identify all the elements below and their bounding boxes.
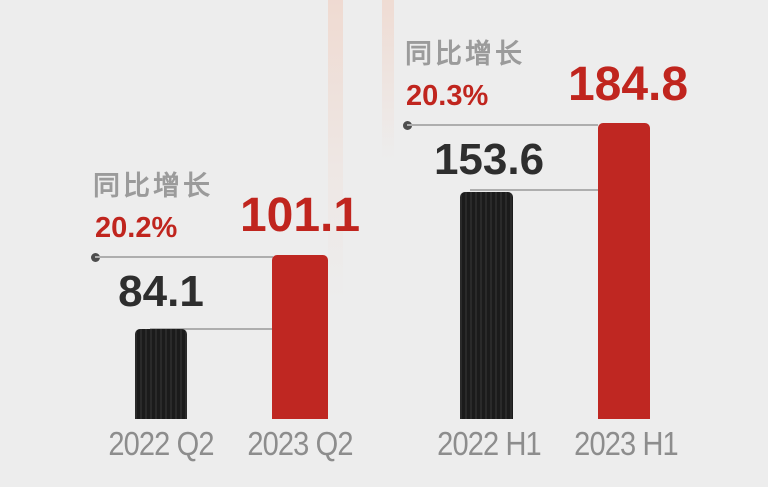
value-label-2022-h1: 153.6: [433, 135, 545, 184]
axis-label-2022-h1: 2022 H1: [437, 425, 542, 462]
yoy-growth-percent-q2: 20.2%: [95, 212, 178, 244]
value-label-2023-h1: 184.8: [567, 58, 689, 111]
bar-2022-h1: [460, 192, 513, 419]
axis-label-2023-q2: 2023 Q2: [247, 425, 353, 462]
leader-line-2022-h1: [470, 189, 598, 191]
bar-2023-q2: [272, 255, 328, 419]
axis-label-2023-h1: 2023 H1: [574, 425, 679, 462]
value-label-2022-q2: 84.1: [118, 267, 204, 316]
watermark-stripe: [328, 0, 343, 300]
leader-line-2022-q2: [150, 328, 273, 330]
yoy-growth-label-q2: 同比增长: [93, 171, 213, 201]
yoy-growth-label-h1: 同比增长: [405, 39, 525, 69]
axis-label-2022-q2: 2022 Q2: [108, 425, 214, 462]
yoy-growth-percent-h1: 20.3%: [406, 80, 489, 112]
leader-line-2023-h1: [407, 124, 598, 126]
leader-line-2023-q2: [95, 256, 273, 258]
bar-2023-h1: [598, 123, 650, 419]
watermark-stripe: [382, 0, 394, 160]
bar-2022-q2: [135, 329, 187, 419]
value-label-2023-q2: 101.1: [239, 189, 361, 242]
